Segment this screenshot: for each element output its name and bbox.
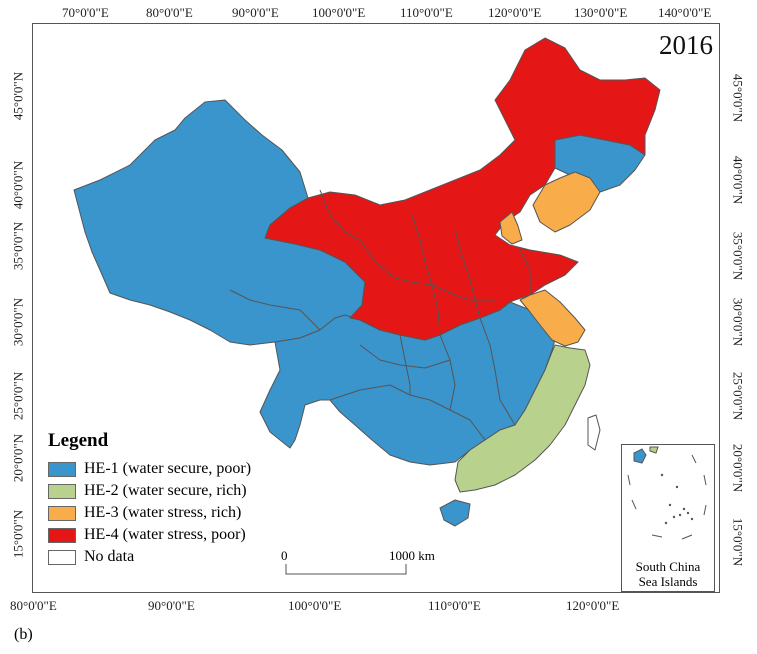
legend-item-he3: HE-3 (water stress, rich): [48, 502, 251, 524]
scale-bar-line: [285, 564, 407, 575]
region-he1-hainan: [439, 499, 471, 527]
top-tick-120e: 120°0'0"E: [488, 5, 542, 20]
region-he3-beijing: [499, 211, 523, 245]
legend-swatch-he2: [48, 483, 76, 499]
bottom-tick-120e: 120°0'0"E: [566, 598, 620, 613]
bottom-tick-100e: 100°0'0"E: [288, 598, 342, 613]
region-nodata-taiwan: [587, 414, 601, 451]
legend: Legend HE-1 (water secure, poor) HE-2 (w…: [48, 430, 251, 568]
region-he3-liaoning: [532, 171, 601, 233]
bottom-tick-90e: 90°0'0"E: [148, 598, 195, 613]
inset-label-line2: Sea Islands: [638, 574, 698, 589]
legend-title: Legend: [48, 430, 109, 451]
year-label: 2016: [659, 30, 713, 60]
top-tick-90e: 90°0'0"E: [232, 5, 279, 20]
top-tick-70e: 70°0'0"E: [62, 5, 109, 20]
legend-swatch-he3: [48, 505, 76, 521]
legend-label-he2: HE-2 (water secure, rich): [84, 482, 247, 499]
legend-item-he2: HE-2 (water secure, rich): [48, 480, 251, 502]
scale-end-label: 1000 km: [389, 548, 435, 563]
inset-map: [627, 446, 707, 540]
south-china-sea-inset: South China Sea Islands: [621, 444, 715, 592]
legend-label-he3: HE-3 (water stress, rich): [84, 504, 242, 521]
region-he3-jiangsu: [519, 289, 586, 347]
scale-start-label: 0: [281, 548, 288, 563]
figure-caption: (b): [14, 626, 33, 643]
legend-item-he1: HE-1 (water secure, poor): [48, 458, 251, 480]
legend-swatch-nodata: [48, 549, 76, 565]
map-frame: [32, 23, 720, 593]
bottom-tick-110e: 110°0'0"E: [428, 598, 481, 613]
top-tick-100e: 100°0'0"E: [312, 5, 366, 20]
legend-swatch-he4: [48, 527, 76, 543]
legend-item-nodata: No data: [48, 546, 251, 568]
legend-label-he4: HE-4 (water stress, poor): [84, 526, 246, 543]
top-tick-130e: 130°0'0"E: [574, 5, 628, 20]
legend-label-nodata: No data: [84, 548, 135, 565]
legend-item-he4: HE-4 (water stress, poor): [48, 524, 251, 546]
top-tick-140e: 140°0'0"E: [658, 5, 712, 20]
legend-swatch-he1: [48, 461, 76, 477]
top-tick-80e: 80°0'0"E: [146, 5, 193, 20]
region-he4-north: [264, 37, 661, 341]
inset-label-line1: South China: [635, 559, 701, 574]
scale-bar: 0 1000 km: [281, 548, 435, 576]
legend-label-he1: HE-1 (water secure, poor): [84, 460, 252, 477]
bottom-tick-80e: 80°0'0"E: [10, 598, 57, 613]
inset-label: South China Sea Islands: [622, 559, 714, 589]
region-he2-coast: [454, 344, 591, 493]
top-tick-110e: 110°0'0"E: [400, 5, 453, 20]
